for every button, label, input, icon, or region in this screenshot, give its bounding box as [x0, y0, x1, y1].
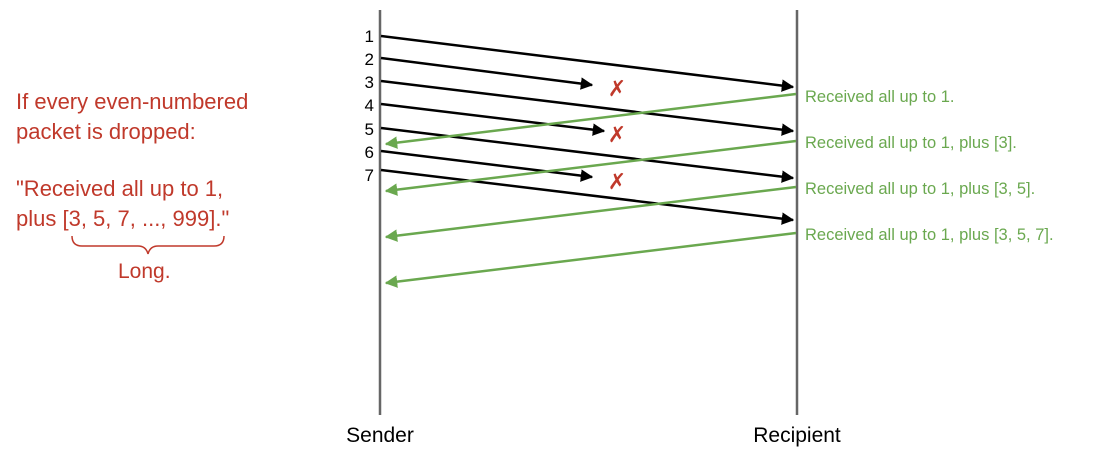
ack-arrow-4 — [384, 231, 797, 288]
packet-arrow-7 — [380, 168, 795, 225]
packet-arrow-2 — [380, 56, 594, 90]
ack-label-3: Received all up to 1, plus [3, 5]. — [805, 180, 1035, 198]
ack-label-2: Received all up to 1, plus [3]. — [805, 134, 1017, 152]
packet-arrow-1 — [380, 34, 795, 92]
packet-arrow-6 — [380, 149, 594, 182]
ack-arrow-3 — [384, 185, 797, 242]
packet-label-4: 4 — [365, 96, 374, 115]
packet-label-1: 1 — [365, 27, 374, 46]
drop-mark-packet-4: ✗ — [608, 122, 626, 147]
packet-arrow-5 — [380, 126, 795, 183]
sender-label: Sender — [346, 424, 414, 447]
brace-label: Long. — [118, 260, 171, 283]
underbrace — [71, 235, 225, 255]
drop-mark-packet-6: ✗ — [608, 169, 626, 194]
ack-arrow-2 — [384, 139, 797, 196]
ack-arrow-1 — [384, 92, 797, 149]
note-line-2: packet is dropped: — [16, 119, 196, 144]
packet-arrow-4 — [380, 102, 606, 136]
note-line-1: If every even-numbered — [16, 89, 249, 114]
drop-mark-packet-2: ✗ — [608, 76, 626, 101]
packet-arrow-3 — [380, 79, 795, 136]
packet-label-3: 3 — [365, 73, 374, 92]
packet-label-5: 5 — [365, 120, 374, 139]
packet-label-6: 6 — [365, 143, 374, 162]
ack-label-1: Received all up to 1. — [805, 88, 955, 106]
ack-label-4: Received all up to 1, plus [3, 5, 7]. — [805, 226, 1054, 244]
recipient-label: Recipient — [753, 424, 841, 447]
note-quote-line-2: plus [3, 5, 7, ..., 999]." — [16, 206, 230, 231]
packet-label-2: 2 — [365, 50, 374, 69]
note-quote-line-1: "Received all up to 1, — [16, 176, 224, 201]
packet-label-7: 7 — [365, 166, 374, 185]
